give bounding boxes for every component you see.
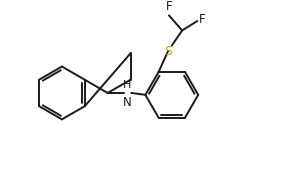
Text: N: N bbox=[123, 96, 132, 109]
Text: H: H bbox=[123, 80, 132, 90]
Text: F: F bbox=[166, 0, 172, 13]
Text: F: F bbox=[199, 13, 206, 26]
Text: S: S bbox=[164, 45, 172, 58]
